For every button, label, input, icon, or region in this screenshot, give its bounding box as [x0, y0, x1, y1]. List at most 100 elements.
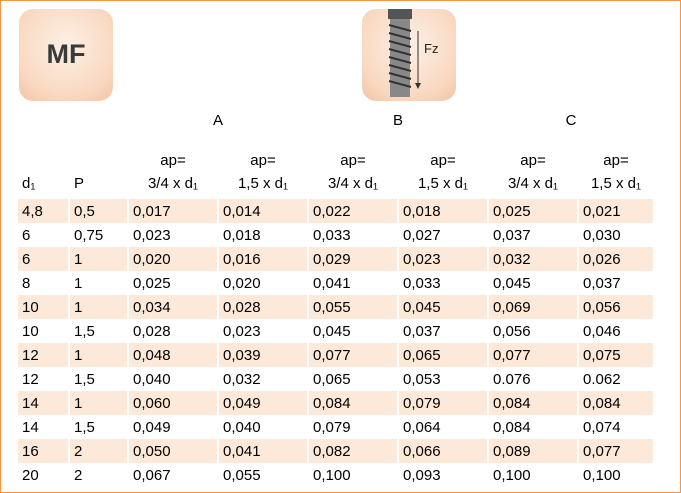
cell: 0,046	[583, 322, 621, 340]
cell: 0,014	[219, 199, 307, 223]
cell: 0,027	[403, 226, 441, 244]
cell: 1	[74, 274, 83, 292]
cell: 0,018	[223, 226, 261, 244]
cell: 0,100	[493, 466, 531, 484]
header-line: 3/4 x d₁	[147, 175, 199, 192]
header-line: ap=	[340, 152, 366, 169]
cell: 0,017	[129, 199, 217, 223]
data-row: 12 1,5 0,040 0,032 0,065 0,053 0.076 0.062	[18, 367, 653, 391]
cell: 0,030	[583, 226, 621, 244]
cell: 12	[22, 370, 39, 388]
group-label: C	[565, 111, 577, 129]
cell: 4,8	[18, 199, 68, 223]
header-line: ap=	[603, 152, 629, 169]
header-line: ap=	[160, 152, 186, 169]
header-cell: d₁	[18, 135, 68, 199]
cell: 2	[74, 466, 83, 484]
data-row: 20 2 0,067 0,055 0,100 0,093 0,100 0,100	[18, 463, 653, 487]
header-line: ap=	[430, 152, 456, 169]
cell: 0,056	[493, 322, 531, 340]
cell: 0,048	[129, 343, 217, 367]
cell: 0,040	[223, 418, 261, 436]
cell: 0,75	[74, 226, 104, 244]
cell: 0,033	[313, 226, 351, 244]
cell: 0,028	[219, 295, 307, 319]
cell: 0,045	[313, 322, 351, 340]
data-row: 10 1,5 0,028 0,023 0,045 0,037 0,056 0,046	[18, 319, 653, 343]
cell: 0,034	[129, 295, 217, 319]
cell: 0,056	[579, 295, 653, 319]
cell: 0,084	[489, 391, 577, 415]
data-row: 14 1 0,060 0,049 0,084 0,079 0,084 0,084	[18, 391, 653, 415]
header-cell: ap= 3/4 x d₁	[489, 135, 577, 199]
spacer	[18, 105, 127, 135]
cell: 10	[18, 295, 68, 319]
cell: 0,037	[583, 274, 621, 292]
cell: 0,021	[579, 199, 653, 223]
cell: 0,032	[223, 370, 261, 388]
cell: 0,037	[403, 322, 441, 340]
group-label: B	[392, 111, 403, 129]
header-cell: P	[70, 135, 127, 199]
cell: 0,060	[129, 391, 217, 415]
cell: 0,023	[399, 247, 487, 271]
cell: 1	[70, 247, 127, 271]
data-row: 6 1 0,020 0,016 0,029 0,023 0,032 0,026	[18, 247, 653, 271]
cell: 0,067	[133, 466, 171, 484]
cell: 0,045	[493, 274, 531, 292]
cell: 0,084	[579, 391, 653, 415]
cell: 0,055	[309, 295, 397, 319]
header-line: 3/4 x d₁	[327, 175, 379, 192]
cell: 1,5	[74, 370, 95, 388]
cell: 0,064	[403, 418, 441, 436]
cell: 0,023	[223, 322, 261, 340]
header-line: ap=	[250, 152, 276, 169]
cell: 0,069	[489, 295, 577, 319]
cell: 0,082	[309, 439, 397, 463]
cell: 0,022	[309, 199, 397, 223]
cell: 6	[22, 226, 31, 244]
cell: 0,023	[133, 226, 171, 244]
cell: 14	[18, 391, 68, 415]
cell: 0,077	[579, 439, 653, 463]
cell: 0,020	[223, 274, 261, 292]
data-row: 14 1,5 0,049 0,040 0,079 0,064 0,084 0,074	[18, 415, 653, 439]
cell: 0,066	[399, 439, 487, 463]
cell: 0,093	[403, 466, 441, 484]
cell: 8	[22, 274, 31, 292]
header-line: 1,5 x d₁	[417, 175, 469, 192]
cell: 0,5	[70, 199, 127, 223]
cell: 0,050	[129, 439, 217, 463]
cell: 0,049	[219, 391, 307, 415]
header-line: 1,5 x d₁	[590, 175, 642, 192]
cell: 0,037	[493, 226, 531, 244]
cell: 0,018	[399, 199, 487, 223]
cell: 0,053	[403, 370, 441, 388]
cell: 0,041	[313, 274, 351, 292]
cell: 0,028	[133, 322, 171, 340]
data-row: 8 1 0,025 0,020 0,041 0,033 0,045 0,037	[18, 271, 653, 295]
cell: 0,077	[309, 343, 397, 367]
header-line: 1,5 x d₁	[237, 175, 289, 192]
header-cell: ap= 3/4 x d₁	[129, 135, 217, 199]
cell: 0,077	[489, 343, 577, 367]
data-row: 16 2 0,050 0,041 0,082 0,066 0,089 0,077	[18, 439, 653, 463]
cell: 16	[18, 439, 68, 463]
header-line: 3/4 x d₁	[507, 175, 559, 192]
cell: 0,026	[579, 247, 653, 271]
cell: 0,045	[399, 295, 487, 319]
cell: 0,079	[313, 418, 351, 436]
cell: 0,089	[489, 439, 577, 463]
cell: 1,5	[74, 418, 95, 436]
cell: 0,029	[309, 247, 397, 271]
cell: 20	[22, 466, 39, 484]
group-label: A	[212, 111, 223, 129]
cell: 0,075	[579, 343, 653, 367]
header-cell: ap= 3/4 x d₁	[309, 135, 397, 199]
data-row: 4,8 0,5 0,017 0,014 0,022 0,018 0,025 0,021	[18, 199, 653, 223]
cell: 1	[70, 295, 127, 319]
cell: 12	[18, 343, 68, 367]
cell: 0,039	[219, 343, 307, 367]
